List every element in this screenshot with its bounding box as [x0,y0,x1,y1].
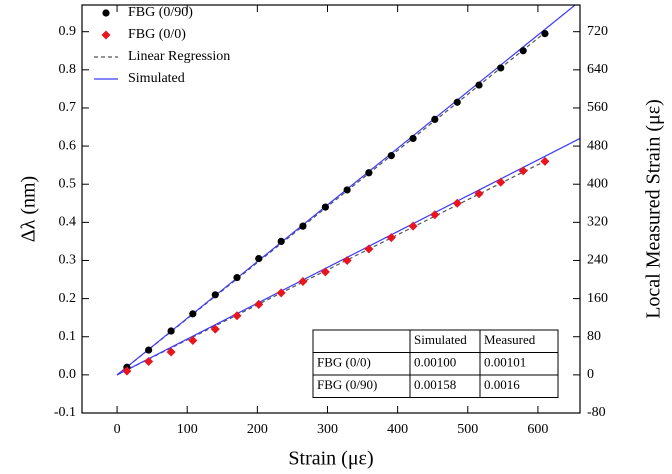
point [233,274,241,282]
point [365,169,373,177]
x-tick-label: 300 [317,422,338,437]
y2-tick-label: 0 [587,367,594,382]
point [343,186,351,194]
y-tick-label: -0.1 [54,405,76,420]
legend-marker [101,30,111,40]
y-axis-title: Δλ (nm) [18,176,40,242]
point [210,324,220,334]
point [277,237,285,246]
y-tick-label: 0.8 [59,62,77,77]
point [167,327,175,335]
point [518,166,528,176]
point [519,47,527,55]
point [144,357,154,367]
table-cell: 0.00100 [414,355,456,370]
y-tick-label: 0.5 [59,176,77,191]
point [496,177,506,187]
point [541,29,549,38]
point [145,346,153,354]
point [431,115,439,123]
table-header: Measured [484,332,536,347]
y-tick-label: 0.1 [59,329,77,344]
legend-label: Simulated [128,71,185,86]
point [342,255,352,265]
point [474,189,484,199]
point [475,81,483,89]
y2-tick-label: 480 [587,138,608,153]
x-tick-label: 0 [114,422,121,437]
plot-frame [81,4,581,414]
table-box [312,329,559,398]
y2-tick-label: 240 [587,253,608,268]
point [386,233,396,243]
legend-label: Linear Regression [128,49,230,64]
y-tick-label: 0.3 [59,253,77,268]
y2-tick-label: 80 [587,329,601,344]
y2-tick-label: 560 [587,100,608,115]
table-row-label: FBG (0/0) [317,355,371,370]
y-tick-label: 0.2 [59,291,77,306]
x-tick-label: 200 [247,422,268,437]
legend-label: FBG (0/0) [128,27,186,42]
point [188,336,198,346]
point [255,254,263,263]
point [430,210,440,220]
y2-tick-label: 400 [587,176,608,191]
point [299,222,307,230]
point [232,311,242,321]
legend-label: FBG (0/90) [128,5,193,20]
point [276,288,286,298]
point [364,244,374,254]
x-axis-title: Strain (με) [288,448,373,470]
table-cell: 0.0016 [484,377,520,392]
point [254,299,264,309]
table-header: Simulated [414,332,467,347]
point [497,64,505,72]
x-tick-label: 100 [177,422,198,437]
point [452,198,462,208]
y-tick-label: 0.0 [59,367,77,382]
point [211,291,219,299]
x-tick-label: 600 [527,422,548,437]
y-tick-label: 0.4 [59,215,77,230]
point [122,366,132,376]
y-tick-label: 0.7 [59,100,77,115]
line [116,137,580,376]
y-tick-label: 0.9 [59,24,77,39]
x-tick-label: 400 [387,422,408,437]
y2-axis-title: Local Measured Strain (με) [643,99,665,319]
legend-marker [102,9,110,17]
y2-tick-label: -80 [587,405,606,420]
point [409,134,417,143]
y2-tick-label: 640 [587,62,608,77]
table-cell: 0.00101 [484,355,526,370]
point [320,267,330,277]
plot-area [116,5,580,376]
point [453,98,461,106]
point [298,276,308,286]
x-tick-label: 500 [457,422,478,437]
y2-tick-label: 720 [587,24,608,39]
point [321,203,329,211]
point [189,310,197,318]
table-row-label: FBG (0/90) [317,377,377,392]
point [408,221,418,231]
table-cell: 0.00158 [414,377,456,392]
y-tick-label: 0.6 [59,138,77,153]
point [166,347,176,357]
y2-tick-label: 320 [587,215,608,230]
point [540,156,550,166]
point [387,152,395,160]
y2-tick-label: 160 [587,291,608,306]
